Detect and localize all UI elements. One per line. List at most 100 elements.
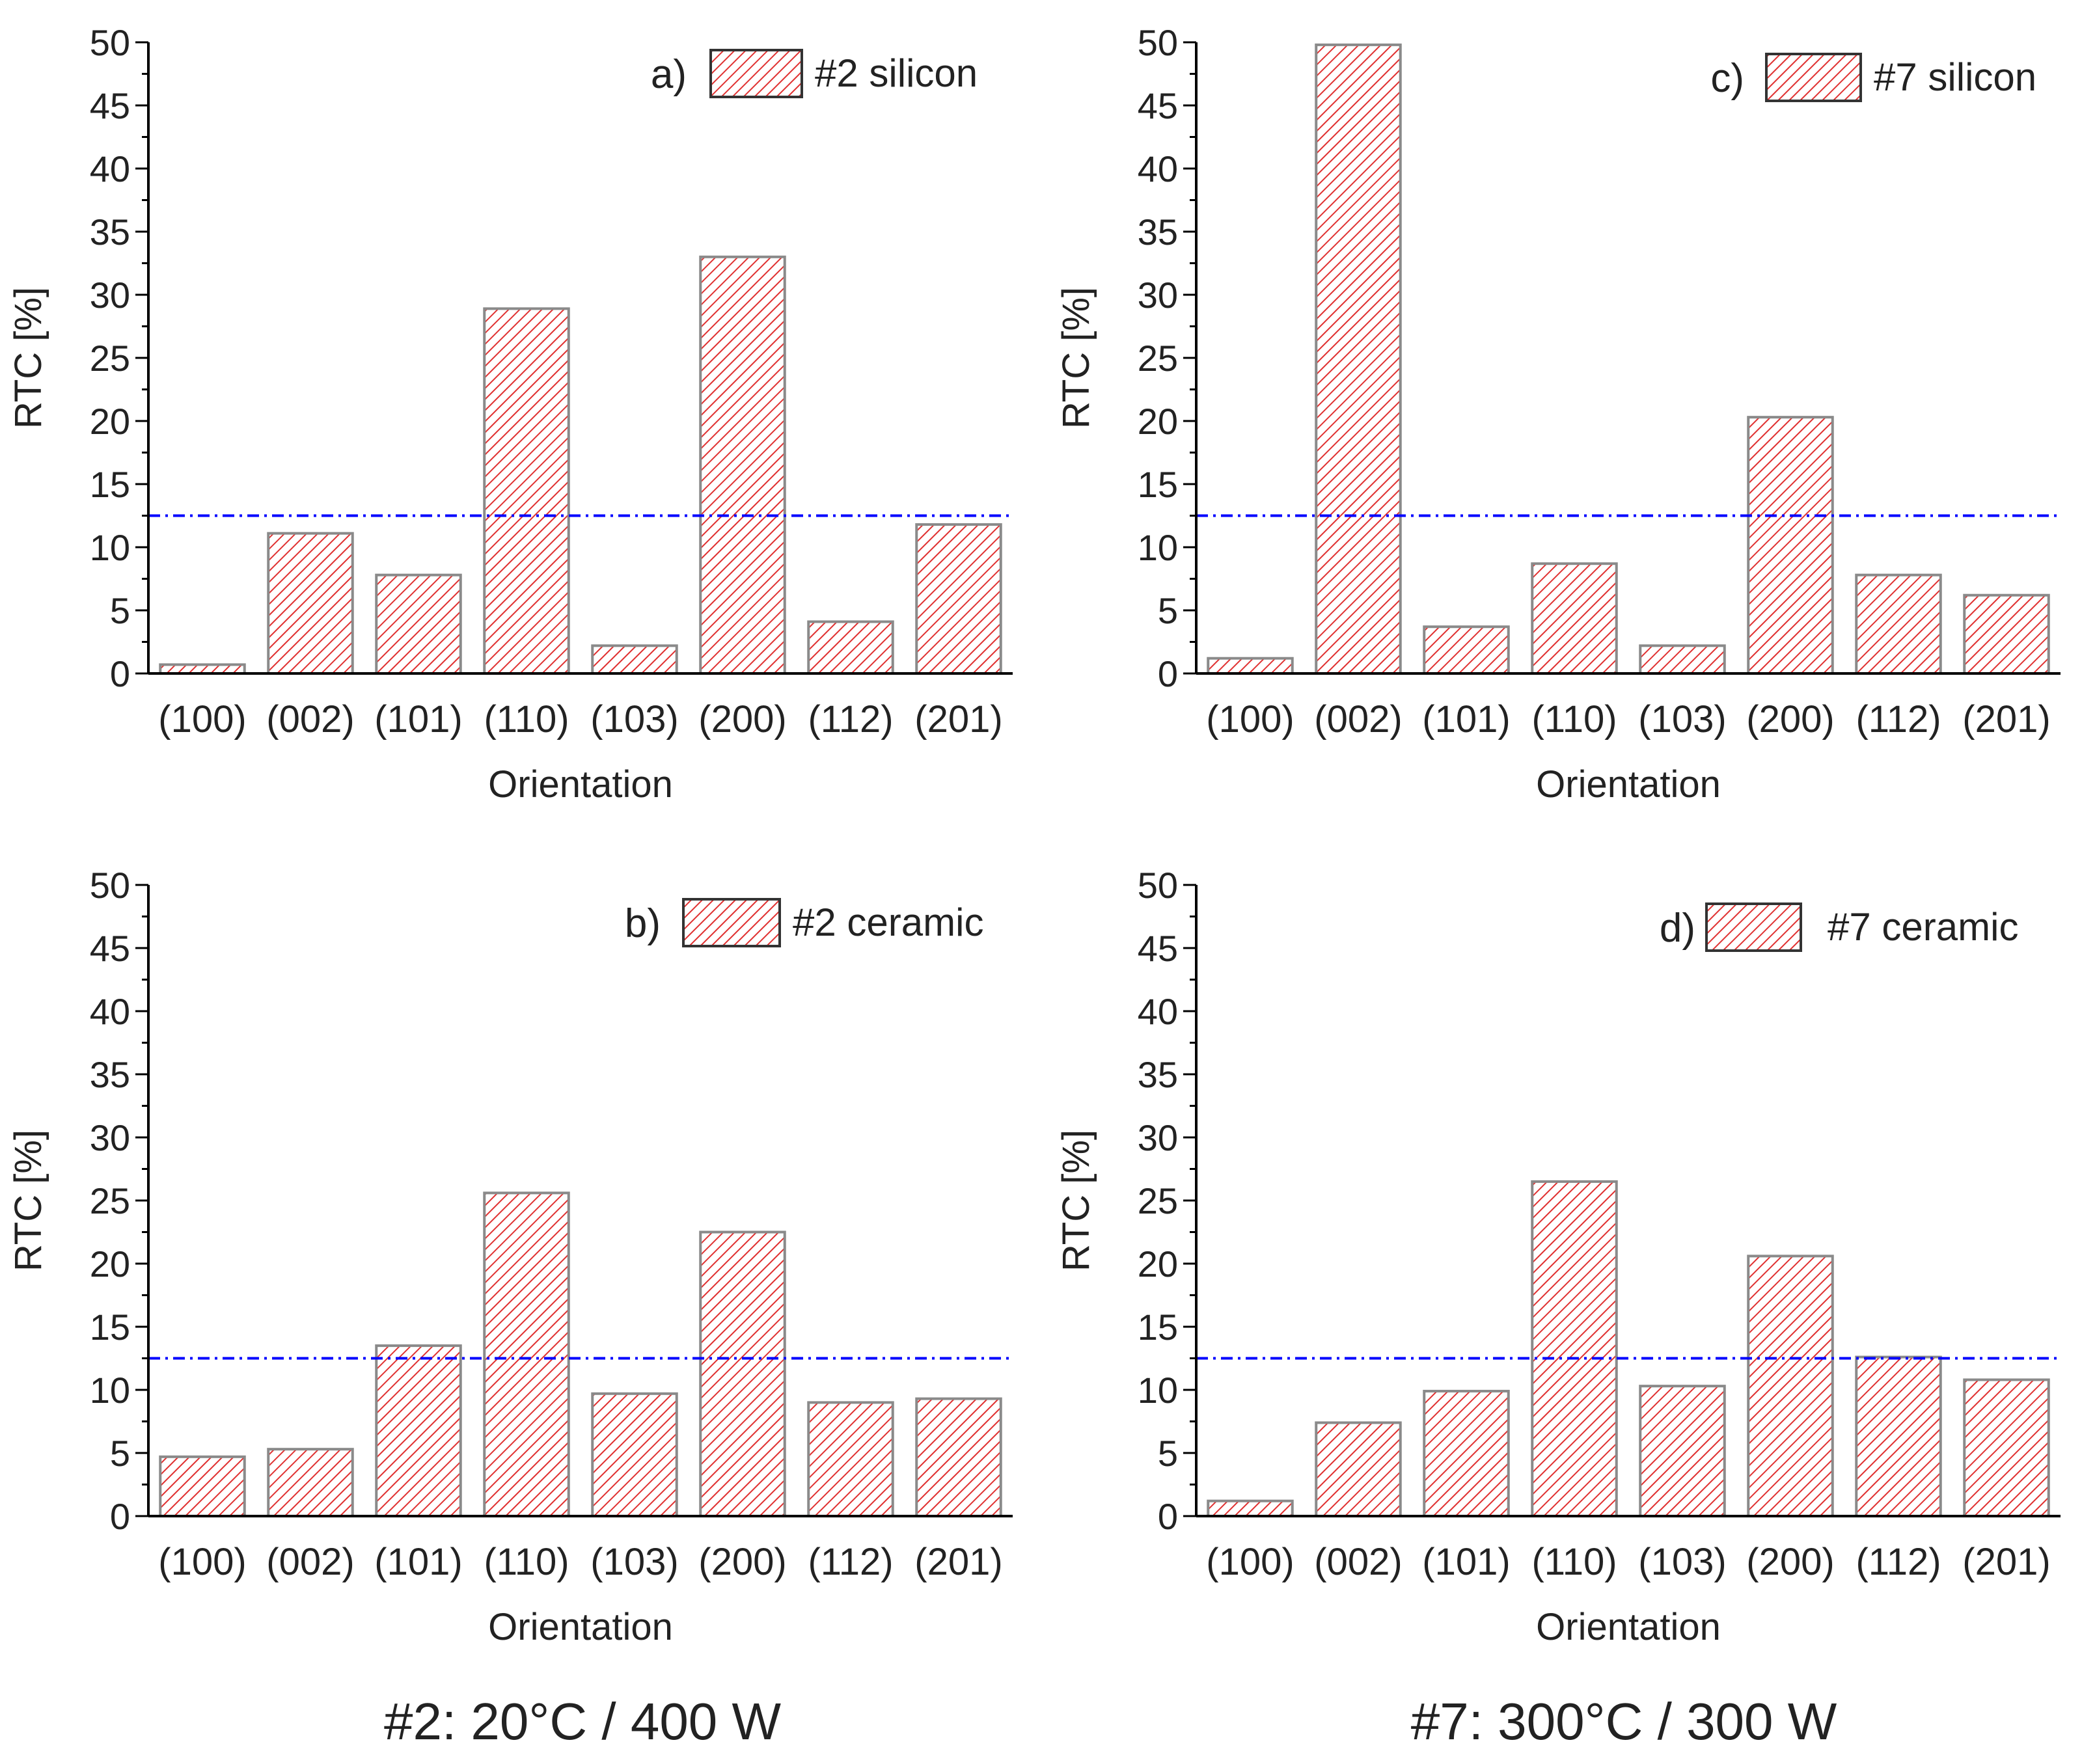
x-axis-title: Orientation <box>1536 1606 1721 1648</box>
y-tick-label: 0 <box>110 1496 130 1537</box>
x-tick-label: (201) <box>1962 1541 2050 1583</box>
x-tick-label: (103) <box>1638 1541 1726 1583</box>
y-tick-label: 35 <box>90 211 130 252</box>
y-axis-title: RTC [%] <box>7 1130 49 1271</box>
y-tick-label: 35 <box>90 1054 130 1095</box>
y-tick-label: 10 <box>1138 527 1178 568</box>
bar-101 <box>1423 1389 1510 1517</box>
y-tick-label: 50 <box>1138 865 1178 906</box>
x-tick-label: (200) <box>698 1541 786 1583</box>
y-tick-label: 0 <box>1158 1496 1178 1537</box>
y-tick-label: 10 <box>90 527 130 568</box>
chart-panel-c: 0 5 10 15 20 25 30 35 40 45 50 (100) (002) (101) (110)… <box>1055 22 2061 806</box>
x-tick-label: (112) <box>808 698 893 740</box>
x-tick-label: (101) <box>374 698 462 740</box>
bar-101 <box>375 1344 462 1518</box>
y-axis-title: RTC [%] <box>1055 1130 1097 1271</box>
y-tick-label: 5 <box>1158 1433 1178 1474</box>
bar-201 <box>915 523 1002 675</box>
y-tick-label: 10 <box>90 1370 130 1411</box>
panel-label: a) <box>651 52 687 97</box>
bar-200 <box>1747 1255 1834 1517</box>
panel-label: d) <box>1660 906 1695 951</box>
x-tick-label: (200) <box>1746 1541 1834 1583</box>
y-tick-label: 40 <box>90 148 130 189</box>
y-tick-label: 5 <box>1158 590 1178 631</box>
x-tick-label: (112) <box>1856 1541 1941 1583</box>
x-tick-label: (112) <box>1856 698 1941 740</box>
x-tick-label: (101) <box>374 1541 462 1583</box>
bar-002 <box>1315 1421 1402 1517</box>
bar-110 <box>1531 1180 1618 1517</box>
bar-112 <box>1855 1355 1942 1518</box>
bar-112 <box>807 1401 894 1517</box>
x-tick-label: (110) <box>1531 698 1617 740</box>
bar-200 <box>699 1230 786 1517</box>
y-axis-title: RTC [%] <box>1055 287 1097 429</box>
legend-swatch <box>1705 902 1802 952</box>
y-tick-label: 0 <box>110 653 130 694</box>
y-tick-label: 25 <box>1138 1180 1178 1221</box>
bar-110 <box>483 307 570 675</box>
y-tick-label: 45 <box>1138 928 1178 969</box>
y-tick-label: 35 <box>1138 1054 1178 1095</box>
x-tick-label: (002) <box>1314 698 1402 740</box>
y-tick-label: 15 <box>1138 1307 1178 1348</box>
y-tick-label: 0 <box>1158 653 1178 694</box>
bar-100 <box>1207 1499 1294 1517</box>
bar-110 <box>483 1191 570 1517</box>
x-axis-title: Orientation <box>1536 763 1721 806</box>
panel-label: c) <box>1710 56 1744 101</box>
x-tick-label: (103) <box>590 698 678 740</box>
y-tick-label: 45 <box>1138 85 1178 126</box>
x-tick-label: (100) <box>158 698 246 740</box>
y-tick-label: 45 <box>90 85 130 126</box>
bar-103 <box>1639 644 1726 675</box>
legend-label: #2 silicon <box>815 51 978 95</box>
legend-label: #7 silicon <box>1874 55 2036 99</box>
y-tick-label: 20 <box>1138 401 1178 442</box>
bar-002 <box>267 1448 354 1517</box>
bar-103 <box>1639 1385 1726 1517</box>
chart-panel-b: 0 5 10 15 20 25 30 35 40 45 50 (100) (002) (101) (110)… <box>7 865 1013 1648</box>
y-tick-label: 30 <box>90 275 130 316</box>
y-tick-label: 20 <box>90 401 130 442</box>
x-tick-label: (100) <box>158 1541 246 1583</box>
x-tick-label: (101) <box>1422 698 1510 740</box>
legend-swatch <box>682 898 781 947</box>
y-tick-label: 15 <box>90 464 130 505</box>
y-tick-label: 15 <box>90 1307 130 1348</box>
legend-swatch <box>1765 53 1862 102</box>
x-tick-label: (201) <box>914 1541 1002 1583</box>
bar-100 <box>159 663 246 675</box>
x-tick-label: (002) <box>266 1541 354 1583</box>
y-tick-label: 20 <box>90 1243 130 1284</box>
bar-110 <box>1531 562 1618 675</box>
bar-200 <box>1747 416 1834 675</box>
x-tick-label: (100) <box>1206 1541 1294 1583</box>
bar-100 <box>1207 657 1294 675</box>
y-tick-label: 25 <box>1138 338 1178 379</box>
x-tick-label: (200) <box>698 698 786 740</box>
y-tick-label: 5 <box>110 590 130 631</box>
y-tick-label: 20 <box>1138 1243 1178 1284</box>
bar-200 <box>699 255 786 675</box>
y-tick-label: 45 <box>90 928 130 969</box>
x-tick-label: (110) <box>484 698 569 740</box>
caption-right: #7: 300°C / 300 W <box>1410 1692 1837 1750</box>
bar-103 <box>591 644 678 675</box>
y-tick-label: 40 <box>1138 148 1178 189</box>
bar-201 <box>1963 1378 2050 1517</box>
y-tick-label: 30 <box>90 1117 130 1158</box>
bar-112 <box>807 620 894 675</box>
y-tick-label: 35 <box>1138 211 1178 252</box>
panel-label: b) <box>625 901 661 946</box>
bar-201 <box>1963 593 2050 675</box>
y-tick-label: 5 <box>110 1433 130 1474</box>
bar-002 <box>267 532 354 675</box>
x-tick-label: (103) <box>1638 698 1726 740</box>
y-tick-label: 40 <box>90 991 130 1032</box>
bar-103 <box>591 1392 678 1518</box>
bar-002 <box>1315 43 1402 675</box>
